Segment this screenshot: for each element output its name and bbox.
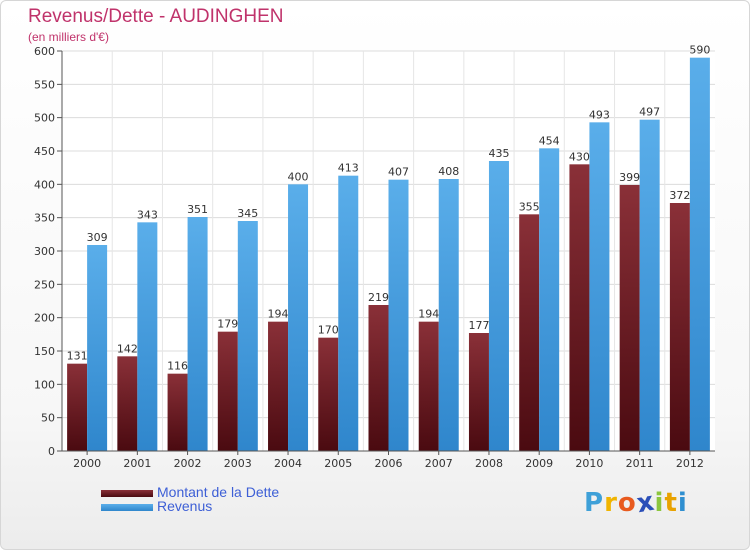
bar-debt-2006 bbox=[368, 305, 389, 451]
x-tick-label-2001: 2001 bbox=[123, 457, 151, 470]
legend-swatch-debt bbox=[101, 490, 153, 497]
x-tick-label-2011: 2011 bbox=[626, 457, 654, 470]
bar-debt-2005 bbox=[318, 337, 339, 451]
y-tick-label-500: 500 bbox=[34, 112, 55, 125]
legend-swatch-revenus bbox=[101, 504, 153, 511]
y-tick-label-350: 350 bbox=[34, 212, 55, 225]
bar-debt-2007 bbox=[418, 321, 439, 451]
x-tick-label-2005: 2005 bbox=[324, 457, 352, 470]
logo-letter: r bbox=[604, 488, 618, 518]
bars-layer bbox=[67, 57, 710, 452]
bar-revenus-2004 bbox=[288, 184, 309, 452]
x-tick-label-2012: 2012 bbox=[676, 457, 704, 470]
data-label-revenus-2006: 407 bbox=[388, 166, 409, 179]
y-tick-label-250: 250 bbox=[34, 278, 55, 291]
legend-label-debt: Montant de la Dette bbox=[157, 484, 280, 500]
bar-revenus-2000 bbox=[87, 245, 108, 451]
bar-revenus-2002 bbox=[187, 217, 208, 451]
data-label-revenus-2012: 590 bbox=[689, 44, 710, 57]
data-label-revenus-2008: 435 bbox=[488, 147, 509, 160]
data-label-debt-2003: 179 bbox=[217, 318, 238, 331]
x-tick-label-2004: 2004 bbox=[274, 457, 302, 470]
axis-layer: 0 50 100 150 200 250 300 350 400 450 500 550 600 2000… bbox=[34, 45, 715, 470]
data-label-revenus-2010: 493 bbox=[589, 108, 610, 121]
data-label-revenus-2000: 309 bbox=[87, 231, 108, 244]
x-tick-label-2002: 2002 bbox=[174, 457, 202, 470]
logo-letter: t bbox=[664, 488, 678, 518]
bar-revenus-2007 bbox=[438, 179, 459, 451]
bar-debt-2009 bbox=[519, 214, 540, 451]
data-label-debt-2011: 399 bbox=[619, 171, 640, 184]
bar-debt-2010 bbox=[569, 164, 590, 452]
bar-revenus-2008 bbox=[488, 161, 509, 451]
data-label-revenus-2004: 400 bbox=[288, 170, 309, 183]
bar-debt-2012 bbox=[669, 203, 690, 451]
y-tick-label-50: 50 bbox=[41, 412, 55, 425]
y-tick-label-450: 450 bbox=[34, 145, 55, 158]
y-tick-label-200: 200 bbox=[34, 312, 55, 325]
chart-title: Revenus/Dette - AUDINGHEN bbox=[28, 6, 284, 27]
y-tick-label-100: 100 bbox=[34, 378, 55, 391]
x-tick-label-2010: 2010 bbox=[575, 457, 603, 470]
logo-letter: i bbox=[654, 488, 665, 518]
bar-revenus-2003 bbox=[237, 221, 258, 451]
logo-letter: o bbox=[617, 488, 637, 518]
data-label-debt-2007: 194 bbox=[418, 308, 439, 321]
x-tick-label-2006: 2006 bbox=[375, 457, 403, 470]
y-tick-label-550: 550 bbox=[34, 78, 55, 91]
x-tick-label-2009: 2009 bbox=[525, 457, 553, 470]
bar-debt-2001 bbox=[117, 356, 138, 451]
data-label-debt-2000: 131 bbox=[67, 350, 88, 363]
logo-letter: i bbox=[677, 488, 688, 518]
bar-revenus-2012 bbox=[689, 57, 710, 452]
data-label-debt-2002: 116 bbox=[167, 360, 188, 373]
data-label-revenus-2009: 454 bbox=[539, 134, 560, 147]
y-tick-label-600: 600 bbox=[34, 45, 55, 58]
data-label-revenus-2001: 343 bbox=[137, 208, 158, 221]
bar-debt-2008 bbox=[468, 333, 489, 451]
chart-subtitle: (en milliers d'€) bbox=[28, 30, 109, 44]
data-label-revenus-2011: 497 bbox=[639, 106, 660, 119]
x-tick-label-2000: 2000 bbox=[73, 457, 101, 470]
bar-debt-2004 bbox=[268, 321, 289, 451]
data-label-revenus-2005: 413 bbox=[338, 162, 359, 175]
labels-layer: 131 309 142 343 116 351 179 345 194 400 170 413 219 4… bbox=[67, 44, 711, 373]
bar-revenus-2011 bbox=[639, 119, 660, 452]
data-label-debt-2006: 219 bbox=[368, 291, 389, 304]
data-label-debt-2001: 142 bbox=[117, 342, 138, 355]
data-label-revenus-2002: 351 bbox=[187, 203, 208, 216]
data-label-revenus-2003: 345 bbox=[237, 207, 258, 220]
bar-revenus-2005 bbox=[338, 175, 359, 451]
x-tick-label-2008: 2008 bbox=[475, 457, 503, 470]
y-tick-label-400: 400 bbox=[34, 178, 55, 191]
y-tick-label-0: 0 bbox=[48, 445, 55, 458]
data-label-debt-2005: 170 bbox=[318, 324, 339, 337]
x-tick-label-2007: 2007 bbox=[425, 457, 453, 470]
data-label-debt-2012: 372 bbox=[669, 189, 690, 202]
bar-revenus-2001 bbox=[137, 222, 158, 451]
data-label-debt-2009: 355 bbox=[519, 200, 540, 213]
y-tick-label-300: 300 bbox=[34, 245, 55, 258]
x-tick-label-2003: 2003 bbox=[224, 457, 252, 470]
bar-revenus-2009 bbox=[539, 148, 560, 452]
y-tick-label-150: 150 bbox=[34, 345, 55, 358]
bar-debt-2000 bbox=[67, 363, 88, 451]
data-label-revenus-2007: 408 bbox=[438, 165, 459, 178]
proxiti-logo: Proxiti bbox=[584, 487, 688, 520]
data-label-debt-2010: 430 bbox=[569, 150, 590, 163]
logo-letter: P bbox=[584, 488, 605, 518]
bar-revenus-2010 bbox=[589, 122, 610, 451]
data-label-debt-2004: 194 bbox=[268, 308, 289, 321]
legend-label-revenus: Revenus bbox=[157, 498, 213, 514]
data-label-debt-2008: 177 bbox=[468, 319, 489, 332]
bar-debt-2011 bbox=[619, 185, 640, 451]
bar-debt-2003 bbox=[217, 331, 238, 451]
bar-debt-2002 bbox=[167, 373, 188, 451]
bar-revenus-2006 bbox=[388, 179, 409, 451]
